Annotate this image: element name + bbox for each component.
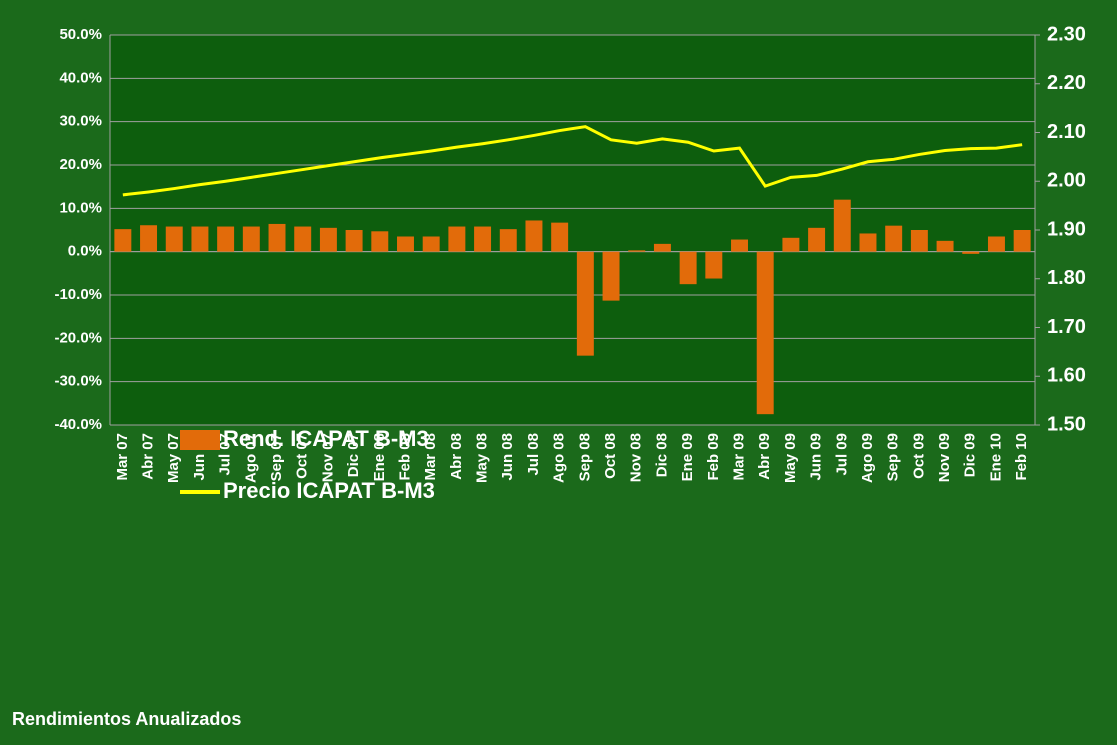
x-tick-label: Jun 09	[808, 433, 825, 481]
x-tick-label: Feb 08	[396, 433, 413, 481]
y2-tick-label: 1.80	[1047, 267, 1086, 289]
x-tick-label: Sep 08	[576, 433, 593, 481]
bar	[910, 230, 928, 252]
bar	[217, 226, 235, 252]
x-tick-label: Feb 10	[1013, 433, 1030, 481]
y2-tick-label: 2.30	[1047, 23, 1086, 45]
x-tick-label: Ene 10	[987, 433, 1004, 481]
y-tick-label: -20.0%	[54, 329, 102, 346]
x-tick-label: Oct 09	[910, 433, 927, 479]
bar	[859, 233, 877, 252]
legend-label: Precio ICAPAT B-M3	[223, 478, 435, 503]
bar	[165, 226, 183, 252]
bar	[602, 251, 620, 301]
x-tick-label: May 09	[782, 433, 799, 483]
x-tick-label: Oct 08	[602, 433, 619, 479]
x-tick-label: May 08	[474, 433, 491, 483]
x-tick-label: Oct 07	[294, 433, 311, 479]
y-tick-label: -30.0%	[54, 373, 102, 390]
x-tick-label: Mar 09	[730, 433, 747, 481]
y2-tick-label: 1.50	[1047, 413, 1086, 435]
bar	[576, 251, 594, 356]
x-tick-label: Abr 09	[756, 433, 773, 480]
x-tick-label: Jun 08	[499, 433, 516, 481]
y-tick-label: -40.0%	[54, 416, 102, 433]
bar	[319, 227, 337, 252]
y2-tick-label: 2.00	[1047, 170, 1086, 192]
x-tick-label: May 07	[165, 433, 182, 483]
x-tick-label: Mar 07	[114, 433, 131, 481]
bar	[551, 222, 569, 252]
x-tick-label: Ene 09	[679, 433, 696, 481]
x-tick-label: Dic 08	[653, 433, 670, 477]
bar	[114, 229, 132, 252]
bar	[782, 237, 800, 252]
bar	[756, 251, 774, 415]
bar	[268, 223, 286, 252]
bar	[987, 236, 1005, 252]
legend-label: Rend. ICAPAT B-M3	[223, 426, 429, 451]
bar	[448, 226, 466, 252]
x-tick-label: Dic 07	[345, 433, 362, 477]
bar	[474, 226, 492, 252]
y-tick-label: 30.0%	[59, 113, 102, 130]
bar	[422, 236, 440, 252]
x-tick-label: Ago 08	[551, 433, 568, 483]
x-tick-label: Feb 09	[705, 433, 722, 481]
y2-tick-label: 1.70	[1047, 316, 1086, 338]
x-tick-label: Jul 08	[525, 433, 542, 476]
x-tick-label: Nov 08	[628, 433, 645, 482]
x-tick-label: Dic 09	[962, 433, 979, 477]
bar	[294, 226, 312, 252]
x-tick-label: Jul 09	[833, 433, 850, 476]
y-tick-label: -10.0%	[54, 286, 102, 303]
bar	[371, 231, 389, 252]
y-tick-label: 0.0%	[68, 243, 102, 260]
bar	[731, 239, 748, 252]
x-tick-label: Jul 07	[217, 433, 234, 476]
bar	[628, 250, 646, 252]
y-tick-label: 40.0%	[59, 69, 102, 86]
y2-tick-label: 1.90	[1047, 218, 1086, 240]
bar	[679, 251, 697, 285]
line	[122, 125, 1023, 197]
bar	[653, 243, 671, 252]
bar	[242, 226, 260, 252]
x-tick-label: Mar 08	[422, 433, 439, 481]
bar	[808, 227, 826, 252]
bar	[962, 251, 980, 254]
x-tick-label: Sep 07	[268, 433, 285, 481]
y2-tick-label: 2.10	[1047, 121, 1086, 143]
y2-tick-label: 1.60	[1047, 365, 1086, 387]
y2-tick-label: 2.20	[1047, 72, 1086, 94]
bar	[345, 230, 363, 252]
bar	[499, 229, 517, 252]
bar	[1013, 230, 1031, 252]
y-tick-label: 50.0%	[59, 26, 102, 43]
x-tick-label: Ago 07	[242, 433, 259, 483]
x-tick-label: Ene 08	[371, 433, 388, 481]
x-tick-label: Nov 09	[936, 433, 953, 482]
x-tick-label: Sep 09	[885, 433, 902, 481]
bar	[191, 226, 209, 252]
y-tick-label: 20.0%	[59, 156, 102, 173]
x-tick-label: Abr 08	[448, 433, 465, 480]
bar	[936, 240, 954, 252]
bar	[525, 220, 543, 252]
x-tick-label: Abr 07	[140, 433, 157, 480]
bar	[397, 236, 414, 252]
y-tick-label: 10.0%	[59, 199, 102, 216]
bar	[885, 225, 903, 252]
x-tick-label: Nov 07	[319, 433, 336, 482]
x-tick-label: Ago 09	[859, 433, 876, 483]
legend-swatch	[180, 430, 220, 450]
bar	[140, 225, 158, 252]
footer: Rendimientos Anualizados	[12, 709, 241, 729]
plot-area	[110, 35, 1035, 425]
bar	[833, 199, 851, 252]
bar	[705, 251, 723, 279]
